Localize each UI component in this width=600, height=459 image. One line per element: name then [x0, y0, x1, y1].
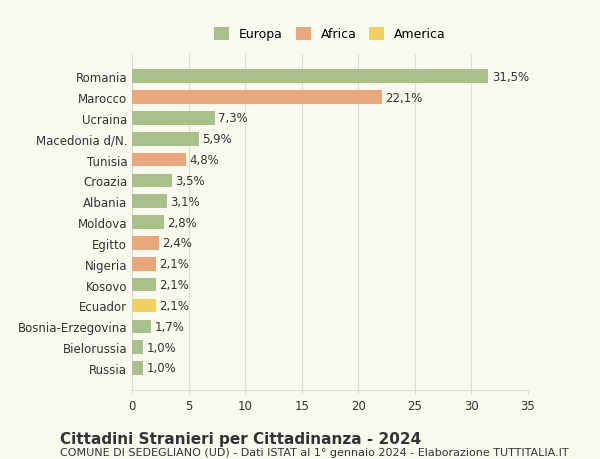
Bar [132, 320, 151, 333]
Text: 2,8%: 2,8% [167, 216, 197, 229]
Text: 3,1%: 3,1% [170, 196, 200, 208]
Bar [132, 299, 156, 313]
Bar [132, 361, 143, 375]
Text: 1,0%: 1,0% [147, 362, 176, 375]
Text: 2,4%: 2,4% [163, 237, 193, 250]
Bar [132, 153, 187, 167]
Text: 1,7%: 1,7% [155, 320, 185, 333]
Bar [132, 91, 382, 105]
Bar [132, 133, 199, 146]
Bar [132, 237, 159, 250]
Bar [132, 216, 164, 230]
Text: 3,5%: 3,5% [175, 174, 205, 188]
Text: 1,0%: 1,0% [147, 341, 176, 354]
Text: Cittadini Stranieri per Cittadinanza - 2024: Cittadini Stranieri per Cittadinanza - 2… [60, 431, 421, 447]
Text: 22,1%: 22,1% [385, 91, 423, 104]
Text: 2,1%: 2,1% [159, 279, 189, 291]
Text: 4,8%: 4,8% [190, 154, 220, 167]
Text: 2,1%: 2,1% [159, 257, 189, 271]
Text: 2,1%: 2,1% [159, 299, 189, 312]
Text: 7,3%: 7,3% [218, 112, 248, 125]
Bar [132, 195, 167, 208]
Bar [132, 257, 156, 271]
Bar [132, 174, 172, 188]
Bar [132, 70, 488, 84]
Legend: Europa, Africa, America: Europa, Africa, America [214, 28, 446, 41]
Text: 31,5%: 31,5% [492, 71, 529, 84]
Bar [132, 112, 215, 125]
Text: COMUNE DI SEDEGLIANO (UD) - Dati ISTAT al 1° gennaio 2024 - Elaborazione TUTTITA: COMUNE DI SEDEGLIANO (UD) - Dati ISTAT a… [60, 448, 569, 458]
Bar [132, 341, 143, 354]
Bar [132, 278, 156, 292]
Text: 5,9%: 5,9% [202, 133, 232, 146]
